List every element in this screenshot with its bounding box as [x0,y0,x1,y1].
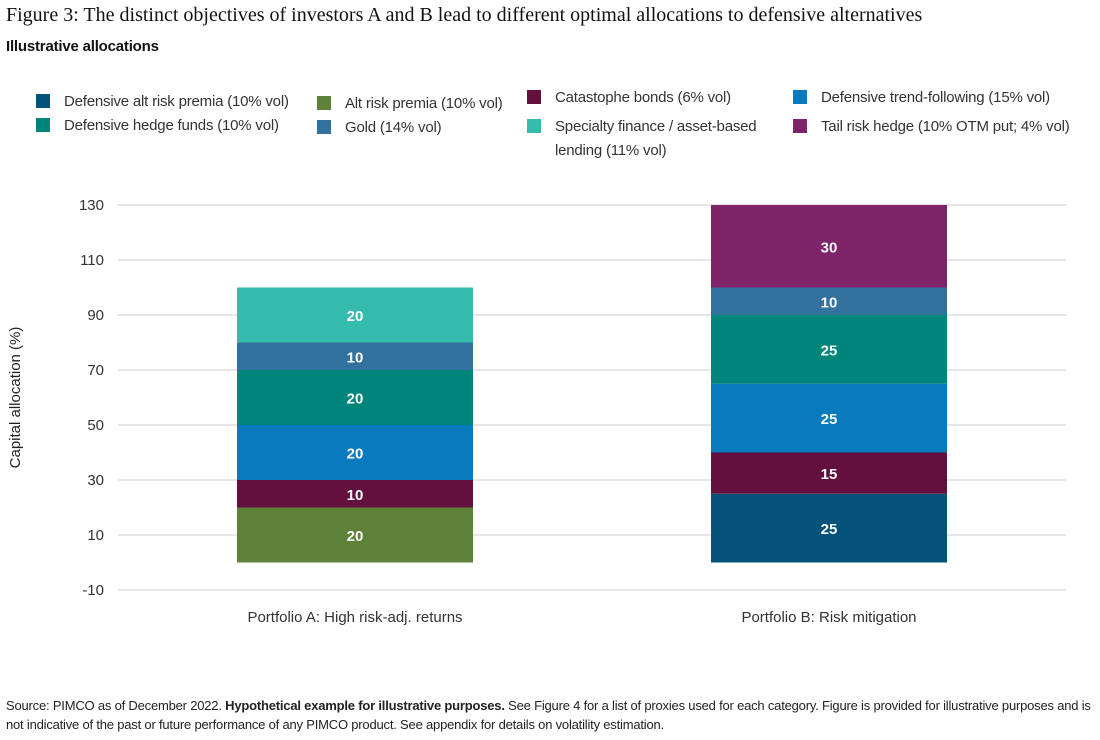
legend-label: Defensive hedge funds (10% vol) [64,117,279,134]
legend-label: Defensive alt risk premia (10% vol) [64,93,289,110]
y-tick-label: 90 [87,307,104,324]
legend-label: Catastophe bonds (6% vol) [555,89,731,106]
bar-segment-def-hedge-funds [711,315,947,384]
y-tick-label: 30 [87,472,104,489]
data-label: 20 [347,391,364,408]
source-disclaimer: Hypothetical example for illustrative pu… [225,698,505,713]
bar-segment-def-hedge-funds [237,370,473,425]
data-label: 25 [821,411,838,428]
figure-title: Figure 3: The distinct objectives of inv… [6,4,923,26]
bar-segment-trend-following [711,383,947,453]
legend-swatch [36,94,50,108]
bar-segment-alt-risk-premia [237,507,473,563]
data-label: 25 [821,521,838,538]
legend-swatch [36,118,50,132]
data-label: 25 [821,342,838,359]
data-label: 10 [347,349,364,366]
data-label: 10 [821,294,838,311]
legend-label: Defensive trend-following (15% vol) [821,89,1050,106]
y-tick-label: -10 [82,582,104,599]
bar-segment-defensive-arp [711,493,947,563]
bar-segment-trend-following [237,425,473,480]
source-rest: See Figure 4 for a list of proxies used … [6,698,1091,732]
y-axis-title: Capital allocation (%) [7,327,24,469]
chart-legend: Defensive alt risk premia (10% vol) Defe… [0,0,1100,170]
legend-swatch [317,96,331,110]
legend-item-gold: Gold (14% vol) [317,116,527,140]
legend-item-defensive-hedge-funds: Defensive hedge funds (10% vol) [36,114,326,138]
x-category-label: Portfolio B: Risk mitigation [741,609,916,626]
legend-swatch [793,90,807,104]
bar-segment-gold [711,287,947,315]
legend-item-defensive-alt-risk-premia: Defensive alt risk premia (10% vol) [36,90,326,114]
data-label: 20 [347,308,364,325]
legend-swatch [317,120,331,134]
data-label: 30 [821,239,838,256]
legend-item-alt-risk-premia: Alt risk premia (10% vol) [317,92,527,116]
source-lead: Source: PIMCO as of December 2022. [6,698,226,713]
bar-segment-specialty-finance [237,287,473,343]
y-tick-label: 50 [87,417,104,434]
data-label: 15 [821,466,838,483]
bar-segment-gold [237,342,473,370]
y-tick-label: 130 [79,197,104,214]
stacked-bar-chart: -10 10 30 50 70 90 110 130 Capital allocation (%… [7,197,1066,626]
bar-segment-cat-bonds [237,480,473,508]
bar-segment-tail-risk [711,205,947,288]
legend-label: Specialty finance / asset-based lending … [555,118,757,159]
legend-item-specialty-finance: Specialty finance / asset-based lending … [527,115,782,163]
figure-subtitle: Illustrative allocations [6,38,159,55]
legend-swatch [527,119,541,133]
x-category-label: Portfolio A: High risk-adj. returns [247,609,462,626]
bar-segment-cat-bonds [711,452,947,494]
y-tick-label: 10 [87,527,104,544]
legend-label: Gold (14% vol) [345,119,442,136]
legend-item-catastrophe-bonds: Catastophe bonds (6% vol) [527,86,787,110]
data-label: 20 [347,528,364,545]
legend-swatch [527,90,541,104]
data-label: 20 [347,446,364,463]
legend-item-defensive-trend-following: Defensive trend-following (15% vol) [793,86,1093,110]
legend-label: Tail risk hedge (10% OTM put; 4% vol) [821,118,1070,135]
source-note: Source: PIMCO as of December 2022. Hypot… [6,696,1096,734]
y-tick-label: 110 [80,252,104,269]
y-tick-label: 70 [87,362,104,379]
legend-label: Alt risk premia (10% vol) [345,95,503,112]
legend-item-tail-risk-hedge: Tail risk hedge (10% OTM put; 4% vol) [793,115,1093,139]
data-label: 10 [347,487,364,504]
legend-swatch [793,119,807,133]
